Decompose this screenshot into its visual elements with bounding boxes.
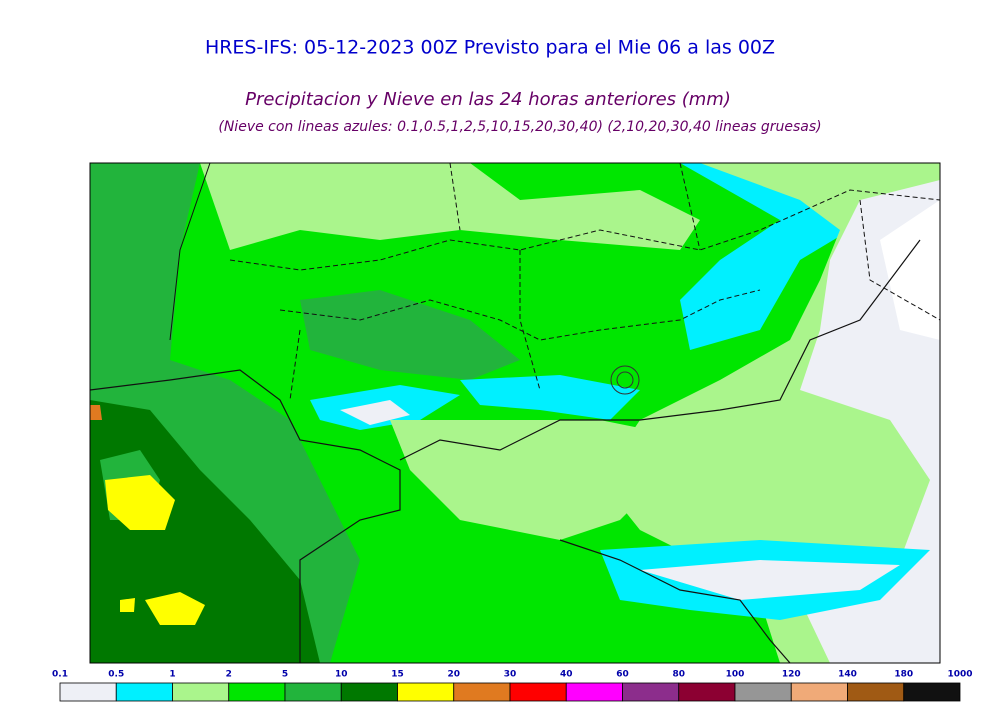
- title: HRES-IFS: 05-12-2023 00Z Previsto para e…: [205, 37, 775, 59]
- colorbar-swatch: [284, 682, 342, 702]
- colorbar-label: 100: [726, 670, 745, 680]
- colorbar-swatch: [115, 682, 173, 702]
- colorbar-swatch: [847, 682, 905, 702]
- colorbar-swatch: [734, 682, 792, 702]
- colorbar-label: 1000: [947, 670, 972, 680]
- colorbar-label: 40: [560, 670, 573, 680]
- colorbar-swatch: [397, 682, 455, 702]
- colorbar-label: 0.1: [52, 670, 68, 680]
- colorbar-label: 10: [335, 670, 348, 680]
- colorbar-label: 1: [169, 670, 175, 680]
- colorbar-swatch: [340, 682, 398, 702]
- colorbar-swatch: [228, 682, 286, 702]
- subtitle: Precipitacion y Nieve en las 24 horas an…: [245, 89, 731, 110]
- colorbar-label: 2: [226, 670, 232, 680]
- colorbar-swatch: [903, 682, 961, 702]
- colorbar-label: 80: [672, 670, 685, 680]
- colorbar-swatch: [59, 682, 117, 702]
- colorbar-swatch: [622, 682, 680, 702]
- colorbar-swatch: [172, 682, 230, 702]
- colorbar-swatch: [509, 682, 567, 702]
- colorbar-swatch: [565, 682, 623, 702]
- colorbar-label: 20: [447, 670, 460, 680]
- map-frame: [89, 162, 941, 664]
- colorbar-label: 140: [838, 670, 857, 680]
- colorbar-swatch: [790, 682, 848, 702]
- colorbar-label: 180: [894, 670, 913, 680]
- colorbar-label: 60: [616, 670, 629, 680]
- colorbar-label: 15: [391, 670, 404, 680]
- note: (Nieve con lineas azules: 0.1,0.5,1,2,5,…: [218, 119, 821, 135]
- colorbar-label: 30: [504, 670, 517, 680]
- colorbar-label: 5: [282, 670, 288, 680]
- colorbar-swatch: [678, 682, 736, 702]
- colorbar-swatch: [453, 682, 511, 702]
- colorbar-label: 0.5: [108, 670, 124, 680]
- colorbar-label: 120: [782, 670, 801, 680]
- colorbar: 0.1 0.5 1 2 5 10 15 20 30 40 60 80 100 120 140 180 1000: [52, 670, 973, 702]
- map: [90, 163, 940, 663]
